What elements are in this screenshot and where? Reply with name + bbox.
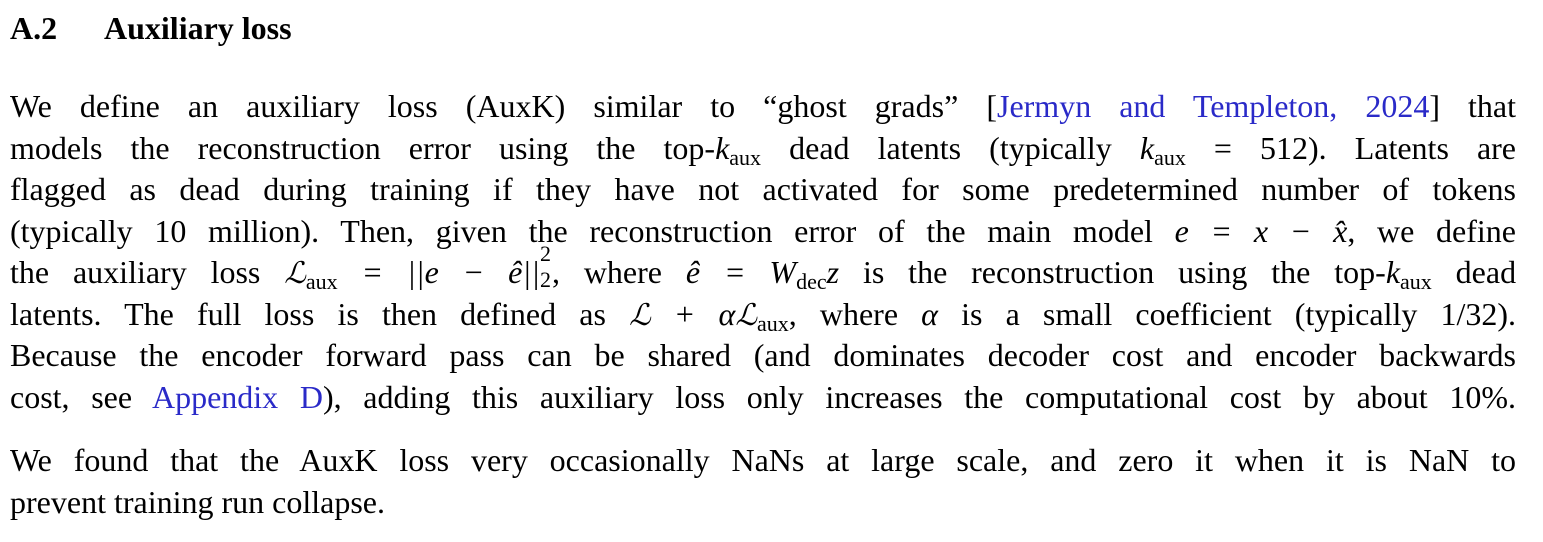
section-number: A.2 bbox=[10, 10, 58, 46]
text-line: Because the encoder forward pass can be … bbox=[10, 337, 1516, 373]
text-line: We define an auxiliary loss (AuxK) simil… bbox=[10, 88, 1517, 124]
text-line: We found that the AuxK loss very occasio… bbox=[10, 442, 1516, 478]
paragraph-auxk-definition: We define an auxiliary loss (AuxK) simil… bbox=[10, 86, 1516, 418]
text-line: latents. The full loss is then defined a… bbox=[10, 295, 1517, 336]
citation-link-jermyn-templeton[interactable]: Jermyn and Templeton, 2024 bbox=[996, 88, 1430, 124]
text-line: models the reconstruction error using th… bbox=[10, 129, 1517, 170]
section-title: Auxiliary loss bbox=[104, 10, 292, 46]
appendix-d-link[interactable]: Appendix D bbox=[151, 378, 323, 415]
text-line: prevent training run collapse. bbox=[10, 483, 385, 520]
text-line: flagged as dead during training if they … bbox=[10, 171, 1516, 207]
text-line: the auxiliary loss ℒaux = ||e − ê|| 2 2, w… bbox=[10, 241, 1517, 294]
section-heading: A.2 Auxiliary loss bbox=[10, 6, 292, 50]
text-line: (typically 10 million). Then, given the … bbox=[10, 212, 1517, 249]
text-line: cost, see Appendix D), adding this auxil… bbox=[10, 378, 1517, 415]
paragraph-nan-handling: We found that the AuxK loss very occasio… bbox=[10, 440, 1516, 523]
